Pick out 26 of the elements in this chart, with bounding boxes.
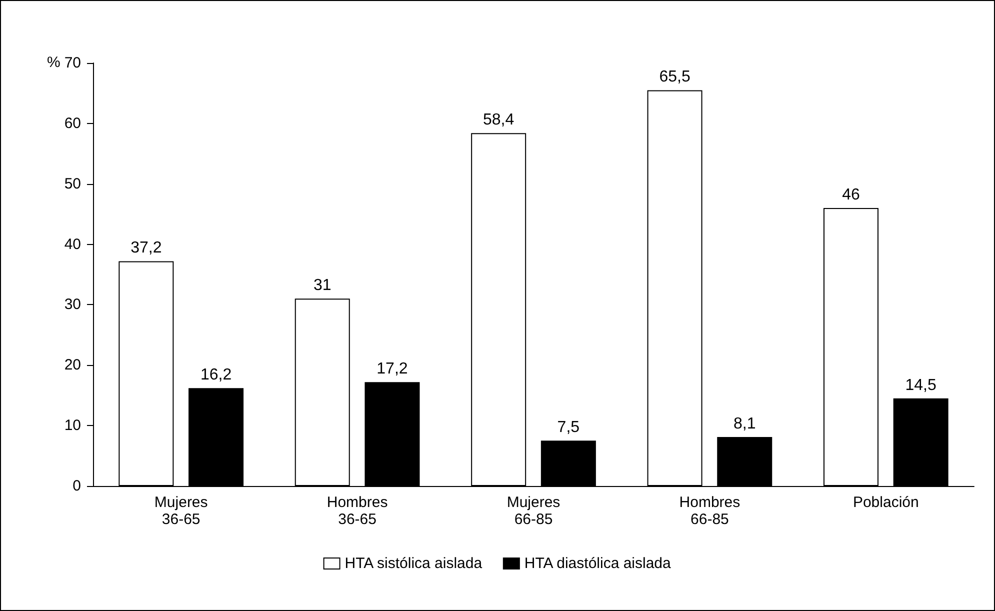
data-label: 37,2 <box>130 240 162 257</box>
x-tick-label: Población <box>852 494 919 511</box>
data-label: 7,5 <box>557 419 580 436</box>
y-tick-label: 50 <box>64 175 81 192</box>
data-label: 14,5 <box>905 376 936 394</box>
data-label: 46 <box>842 186 860 204</box>
y-tick-label: 10 <box>64 417 81 434</box>
y-tick-label: 20 <box>64 356 81 374</box>
x-tick-label: Hombres 66-85 <box>679 494 740 528</box>
data-label: 17,2 <box>376 360 408 378</box>
x-tick-label: Mujeres 36-65 <box>154 494 208 528</box>
x-tick-label: Hombres 36-65 <box>326 494 388 528</box>
legend-label: HTA sistólica aislada <box>344 555 483 572</box>
y-tick-label: 60 <box>64 114 81 132</box>
y-tick-label: 40 <box>64 236 81 253</box>
data-label: 31 <box>313 277 332 294</box>
data-label: 16,2 <box>200 366 232 384</box>
legend-label: HTA diastólica aislada <box>524 555 672 572</box>
data-label: 8,1 <box>734 416 756 433</box>
y-tick-label: 0 <box>72 478 81 494</box>
y-axis-title: % <box>47 54 60 71</box>
x-tick-label: Mujeres 66-85 <box>506 494 560 528</box>
y-tick-label: 70 <box>64 54 81 72</box>
data-label: 58,4 <box>483 112 514 129</box>
data-label: 65,5 <box>659 68 690 86</box>
y-tick-label: 30 <box>64 296 81 314</box>
